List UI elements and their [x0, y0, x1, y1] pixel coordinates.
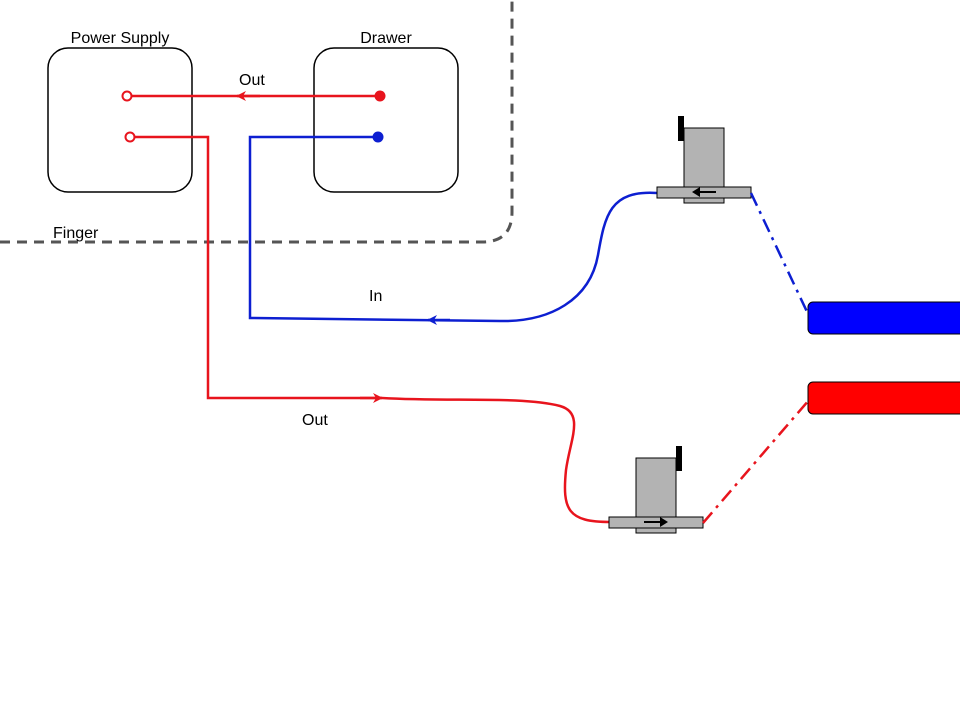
drawer-blue-port — [372, 131, 384, 143]
out-label-top: Out — [239, 72, 265, 89]
out-label-bottom: Out — [302, 412, 328, 429]
arrow-right-icon — [644, 517, 668, 527]
in-label: In — [369, 288, 382, 305]
power-supply-label: Power Supply — [71, 30, 170, 47]
red-line-supply-to-valve — [130, 135, 611, 524]
supply-port-lower — [124, 131, 136, 143]
valve-upper-actuator — [678, 116, 684, 141]
valve-upper — [656, 116, 752, 204]
drawer-red-port — [374, 90, 386, 102]
blue-line-valve-to-drawer — [248, 135, 658, 323]
drawer-label: Drawer — [360, 30, 412, 47]
valve-lower-actuator — [676, 446, 682, 471]
blue-dashdot-link — [749, 192, 811, 317]
blue-tube — [807, 301, 960, 335]
red-dashdot-link — [702, 399, 810, 524]
power-supply-box — [47, 47, 193, 193]
supply-port-upper — [121, 90, 133, 102]
finger-label: Finger — [53, 225, 99, 242]
finger-region-border — [0, 0, 514, 244]
valve-lower — [608, 446, 704, 534]
arrow-left-icon — [692, 187, 716, 197]
drawer-box — [313, 47, 459, 193]
red-tube — [807, 381, 960, 415]
